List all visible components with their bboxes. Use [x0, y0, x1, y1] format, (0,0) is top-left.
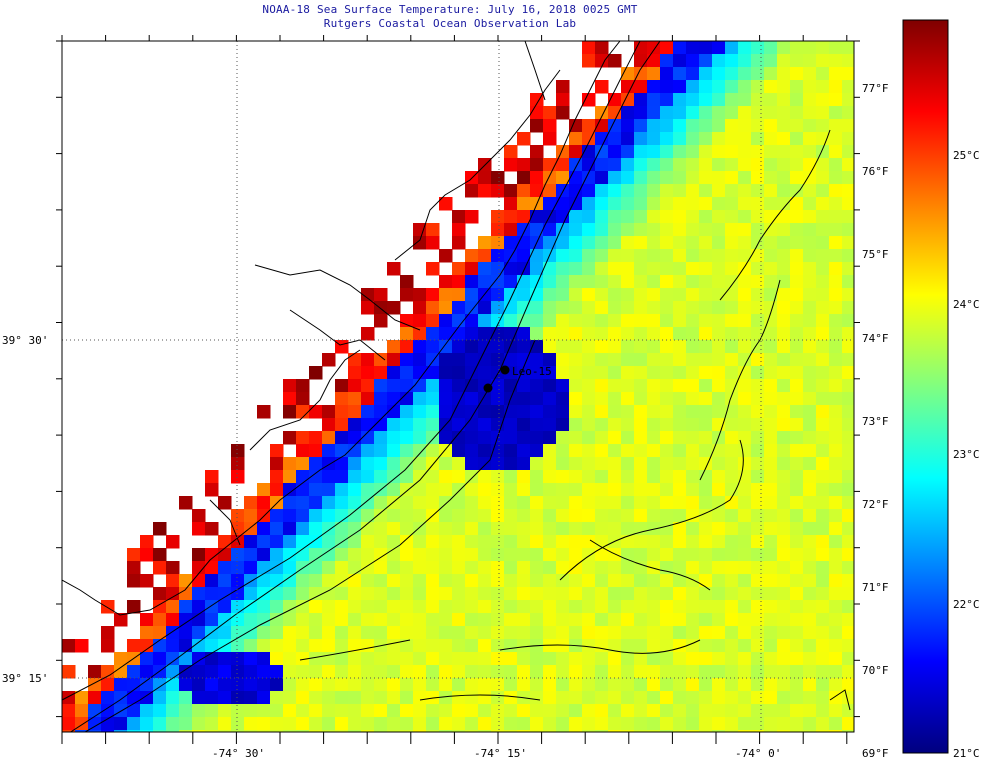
- graticule: [62, 41, 854, 732]
- station-leo15-label: Leo-15: [512, 365, 552, 378]
- lon-label-74-0: -74° 0': [735, 747, 781, 760]
- lon-label-74-15: -74° 15': [474, 747, 527, 760]
- station-markers: Leo-15: [483, 365, 552, 393]
- colorbar-celsius-labels: 21°C 22°C 23°C 24°C 25°C: [953, 149, 980, 760]
- bathymetry-contours: [62, 41, 851, 732]
- colorbar-fahrenheit-labels: 69°F 70°F 71°F 72°F 73°F 74°F 75°F 76°F …: [862, 82, 889, 760]
- f-label-72: 72°F: [862, 498, 889, 511]
- c-label-24: 24°C: [953, 298, 980, 311]
- lat-label-39-30: 39° 30': [2, 334, 48, 347]
- map-title: NOAA-18 Sea Surface Temperature: July 16…: [262, 3, 638, 16]
- c-label-23: 23°C: [953, 448, 980, 461]
- lon-label-74-30: -74° 30': [212, 747, 265, 760]
- map-ticks: [56, 35, 860, 744]
- colorbar: [902, 19, 949, 754]
- lat-label-39-15: 39° 15': [2, 672, 48, 685]
- station-secondary-marker[interactable]: [483, 383, 493, 393]
- sst-grid: [62, 41, 854, 732]
- station-leo15-marker[interactable]: [500, 365, 510, 375]
- c-label-21: 21°C: [953, 747, 980, 760]
- c-label-22: 22°C: [953, 598, 980, 611]
- f-label-75: 75°F: [862, 248, 889, 261]
- map-frame: [61, 40, 855, 733]
- f-label-70: 70°F: [862, 664, 889, 677]
- f-label-74: 74°F: [862, 332, 889, 345]
- coastline: [62, 41, 621, 616]
- f-label-69: 69°F: [862, 747, 889, 760]
- f-label-76: 76°F: [862, 165, 889, 178]
- f-label-73: 73°F: [862, 415, 889, 428]
- c-label-25: 25°C: [953, 149, 980, 162]
- f-label-77: 77°F: [862, 82, 889, 95]
- f-label-71: 71°F: [862, 581, 889, 594]
- map-subtitle: Rutgers Coastal Ocean Observation Lab: [323, 17, 577, 30]
